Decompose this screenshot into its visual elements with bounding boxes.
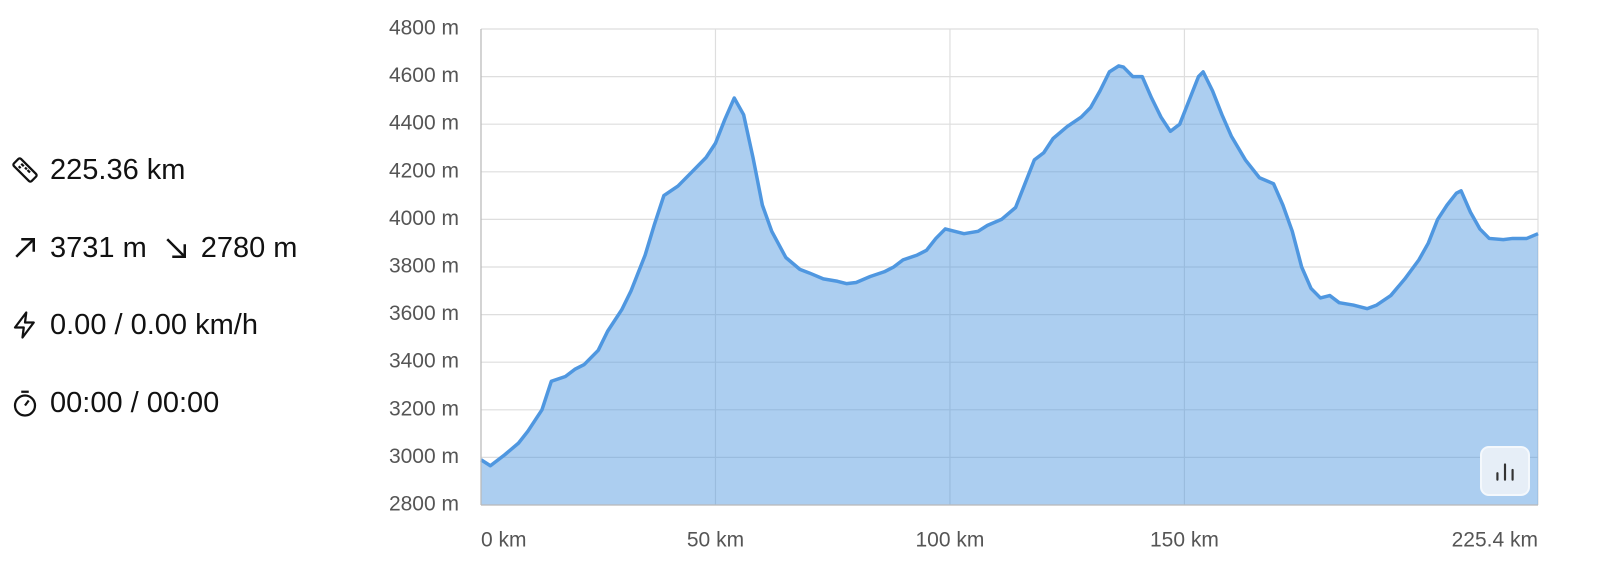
y-tick-label: 4800 m xyxy=(389,17,459,40)
y-tick-label: 3800 m xyxy=(389,255,459,278)
elevation-line xyxy=(480,64,1539,468)
elevation-chart: 2800 m 3000 m 3200 m 3400 m 3600 m 3800 m 4000… xyxy=(389,17,1539,552)
x-tick-label: 100 km xyxy=(916,529,985,552)
stopwatch-icon xyxy=(13,390,37,417)
x-tick-label: 50 km xyxy=(687,529,744,552)
distance-stat: 225.36 km xyxy=(10,150,185,190)
distance: 225.36 km xyxy=(50,153,186,186)
ruler-icon xyxy=(12,157,38,183)
stats: 225.36 km 3731 m 2780 m 0.00 / 0.00 km/h… xyxy=(10,0,350,584)
y-tick-label: 3600 m xyxy=(389,302,459,325)
speed: 0.00 / 0.00 km/h xyxy=(50,308,258,341)
speed-stat: 0.00 / 0.00 km/h xyxy=(10,305,258,345)
y-tick-label: 4600 m xyxy=(389,64,459,87)
x-tick-label: 0 km xyxy=(481,529,527,552)
elevation-loss: 2780 m xyxy=(200,231,298,264)
time-stat: 00:00 / 00:00 xyxy=(10,383,219,423)
y-tick-label: 3400 m xyxy=(389,350,459,373)
y-tick-label: 4400 m xyxy=(389,112,459,135)
y-tick-label: 3000 m xyxy=(389,445,459,468)
chart-icon xyxy=(1496,463,1514,481)
elevation-stat: 3731 m 2780 m xyxy=(10,228,297,268)
elevation-gain: 3731 m xyxy=(50,231,147,264)
bolt-icon xyxy=(13,311,35,339)
x-tick-label: 150 km xyxy=(1150,529,1219,552)
y-tick-label: 3200 m xyxy=(389,397,459,420)
elevation-area xyxy=(481,65,1538,505)
x-tick-label: 225.4 km xyxy=(1452,529,1538,552)
up-arrow-icon xyxy=(15,238,35,258)
y-tick-label: 4200 m xyxy=(389,159,459,182)
y-tick-label: 4000 m xyxy=(389,207,459,230)
down-arrow-icon xyxy=(166,238,186,258)
chart-toggle-button[interactable] xyxy=(1480,446,1530,496)
y-tick-label: 2800 m xyxy=(389,493,459,516)
time: 00:00 / 00:00 xyxy=(50,386,220,419)
